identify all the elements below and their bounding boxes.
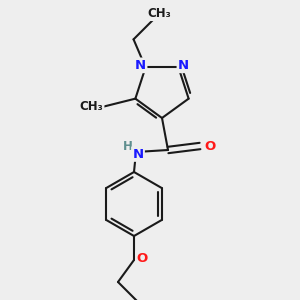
Text: N: N [132,148,144,160]
Text: N: N [135,59,146,72]
Text: CH₃: CH₃ [80,100,103,113]
Text: H: H [123,140,133,152]
Text: O: O [136,251,148,265]
Text: O: O [204,140,216,152]
Text: CH₃: CH₃ [148,7,171,20]
Text: N: N [178,59,189,72]
